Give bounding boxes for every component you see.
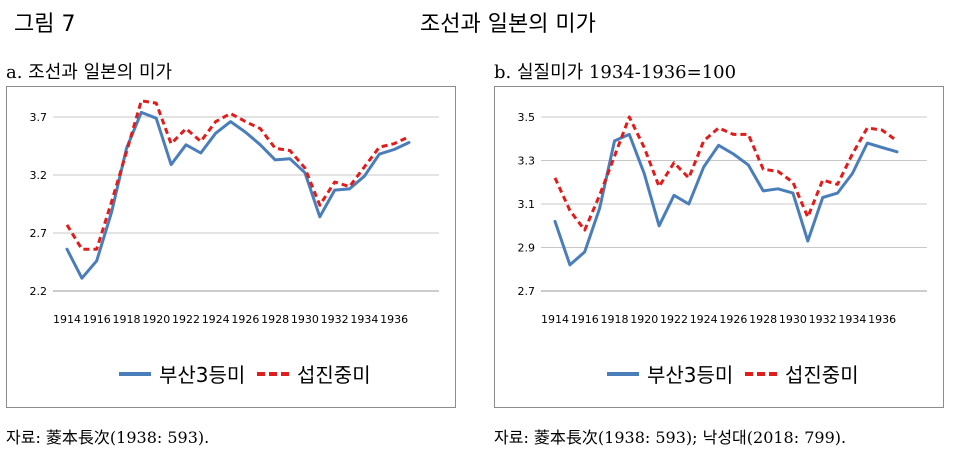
legend-swatch-dashed xyxy=(745,372,777,376)
x-tick-label: 1916 xyxy=(571,313,599,326)
legend-label: 섭진중미 xyxy=(297,363,371,387)
x-tick-label: 1936 xyxy=(868,313,896,326)
legend-swatch-solid xyxy=(119,372,151,376)
panel-a-subtitle: a. 조선과 일본의 미가 xyxy=(6,62,173,83)
panel-b-chart: 2.7 2.9 3.1 3.3 3.5 1914 1916 1918 1920 1922 1924 1… xyxy=(494,86,944,408)
x-tick-label: 1922 xyxy=(172,313,200,326)
y-tick-label: 2.7 xyxy=(30,227,48,240)
x-tick-label: 1932 xyxy=(809,313,837,326)
panel-b-subtitle: b. 실질미가 1934-1936=100 xyxy=(494,62,737,83)
legend-label: 섭진중미 xyxy=(785,363,859,387)
panel-a-legend: 부산3등미 섭진중미 xyxy=(7,355,455,391)
x-tick-label: 1918 xyxy=(112,313,140,326)
panel-b-source: 자료: 菱本長次(1938: 593); 낙성대(2018: 799). xyxy=(494,428,847,447)
x-tick-label: 1916 xyxy=(83,313,111,326)
y-tick-label: 2.9 xyxy=(518,242,536,255)
figure-title: 조선과 일본의 미가 xyxy=(420,12,596,37)
legend-label: 부산3등미 xyxy=(159,363,246,387)
panel-a-source: 자료: 菱本長次(1938: 593). xyxy=(6,428,210,447)
series-line-1 xyxy=(553,132,899,267)
y-tick-label: 3.5 xyxy=(518,111,536,124)
panel-a-plot: 2.2 2.7 3.2 3.7 1914 1916 1918 1920 1922 1924 1926… xyxy=(30,99,439,326)
panel-b-legend: 부산3등미 섭진중미 xyxy=(495,355,943,391)
x-tick-label: 1934 xyxy=(838,313,866,326)
y-tick-label: 3.7 xyxy=(30,111,48,124)
x-tick-label: 1928 xyxy=(261,313,289,326)
legend-label: 부산3등미 xyxy=(647,363,734,387)
x-tick-label: 1928 xyxy=(749,313,777,326)
x-tick-label: 1936 xyxy=(380,313,408,326)
x-tick-label: 1920 xyxy=(142,313,170,326)
x-tick-label: 1922 xyxy=(660,313,688,326)
x-tick-label: 1924 xyxy=(690,313,718,326)
x-tick-label: 1918 xyxy=(600,313,628,326)
x-tick-label: 1926 xyxy=(231,313,259,326)
x-tick-label: 1934 xyxy=(350,313,378,326)
x-tick-label: 1926 xyxy=(719,313,747,326)
y-tick-label: 3.3 xyxy=(518,155,536,168)
x-tick-label: 1920 xyxy=(630,313,658,326)
x-tick-label: 1914 xyxy=(541,313,569,326)
series-line-1 xyxy=(65,110,411,280)
y-tick-label: 3.2 xyxy=(30,169,48,182)
y-tick-label: 2.7 xyxy=(518,285,536,298)
y-tick-label: 3.1 xyxy=(518,198,536,211)
x-tick-label: 1930 xyxy=(779,313,807,326)
x-tick-label: 1930 xyxy=(291,313,319,326)
x-tick-label: 1924 xyxy=(202,313,230,326)
series-line-2 xyxy=(65,99,410,251)
series-line-2 xyxy=(553,115,898,232)
legend-swatch-solid xyxy=(607,372,639,376)
y-tick-label: 2.2 xyxy=(30,285,48,298)
figure-label: 그림 7 xyxy=(14,12,76,37)
legend-swatch-dashed xyxy=(257,372,289,376)
panel-a-chart: 2.2 2.7 3.2 3.7 1914 1916 1918 1920 1922 1924 1926… xyxy=(6,86,456,408)
x-tick-label: 1914 xyxy=(53,313,81,326)
x-tick-label: 1932 xyxy=(321,313,349,326)
